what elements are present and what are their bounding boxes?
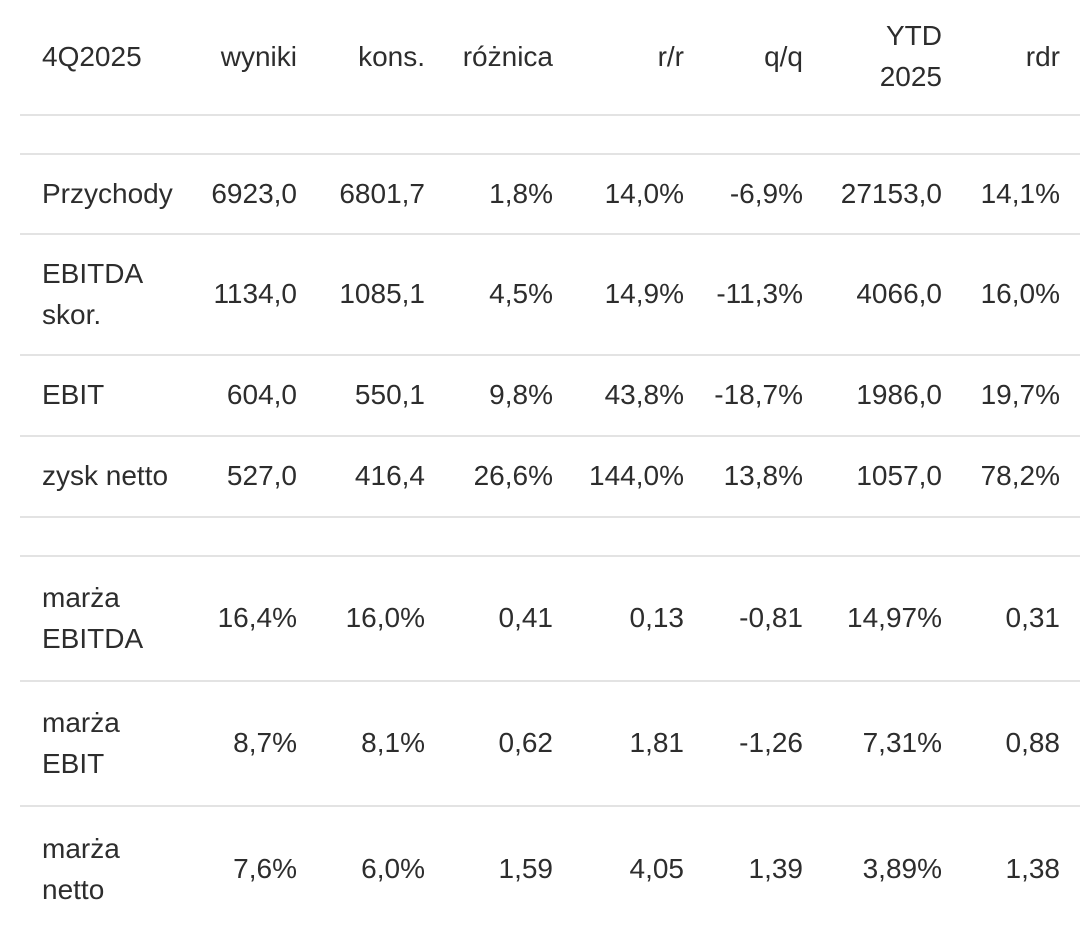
cell-kons: 6801,7: [339, 177, 425, 209]
spacer-cell: [20, 115, 1080, 154]
header-kons: kons.: [358, 40, 425, 72]
cell-wyniki: 16,4%: [217, 602, 297, 634]
cell-kons: 16,0%: [345, 602, 425, 634]
row-ebitda-skor: EBITDA skor. 1134,0 1085,1 4,5% 14,9% -1…: [20, 234, 1080, 355]
spacer-cell: [20, 517, 1080, 556]
cell-roznica: 1,8%: [489, 177, 553, 209]
cell-rr: 14,0%: [604, 177, 684, 209]
row-label: EBITDA skor.: [42, 257, 144, 330]
cell-wyniki: 1134,0: [213, 278, 297, 310]
cell-rdr: 14,1%: [980, 177, 1060, 209]
cell-ytd: 1986,0: [856, 379, 942, 411]
header-row: 4Q2025 wyniki kons. różnica r/r q/q YTD …: [20, 0, 1080, 115]
cell-rdr: 16,0%: [980, 278, 1060, 310]
row-marza-ebitda: marża EBITDA 16,4% 16,0% 0,41 0,13 -0,81…: [20, 556, 1080, 681]
row-label: marża EBIT: [42, 706, 120, 779]
cell-rdr: 19,7%: [980, 379, 1060, 411]
row-label: EBIT: [42, 379, 105, 411]
row-label: Przychody: [42, 177, 173, 209]
cell-kons: 8,1%: [361, 727, 425, 759]
header-4q2025: 4Q2025: [42, 40, 142, 72]
cell-wyniki: 527,0: [226, 460, 297, 492]
cell-kons: 6,0%: [361, 853, 425, 885]
cell-rdr: 0,88: [1005, 727, 1061, 759]
cell-rr: 1,81: [629, 727, 685, 759]
row-marza-netto: marża netto 7,6% 6,0% 1,59 4,05 1,39 3,8…: [20, 806, 1080, 932]
spacer-row: [20, 115, 1080, 154]
cell-ytd: 1057,0: [856, 460, 942, 492]
cell-roznica: 4,5%: [489, 278, 553, 310]
spacer-row: [20, 517, 1080, 556]
cell-wyniki: 8,7%: [233, 727, 297, 759]
row-marza-ebit: marża EBIT 8,7% 8,1% 0,62 1,81 -1,26 7,3…: [20, 681, 1080, 806]
cell-rr: 144,0%: [589, 460, 684, 492]
cell-ytd: 7,31%: [862, 727, 942, 759]
cell-kons: 1085,1: [339, 278, 425, 310]
cell-rr: 43,8%: [604, 379, 684, 411]
cell-kons: 550,1: [354, 379, 425, 411]
cell-ytd: 4066,0: [856, 278, 942, 310]
cell-ytd: 27153,0: [840, 177, 942, 209]
header-rdr: rdr: [1025, 40, 1060, 72]
cell-roznica: 0,62: [498, 727, 554, 759]
cell-qq: -6,9%: [729, 177, 803, 209]
cell-qq: 1,39: [748, 853, 804, 885]
cell-qq: -1,26: [739, 727, 803, 759]
row-ebit: EBIT 604,0 550,1 9,8% 43,8% -18,7% 1986,…: [20, 355, 1080, 436]
cell-qq: -0,81: [739, 602, 803, 634]
row-zysk-netto: zysk netto 527,0 416,4 26,6% 144,0% 13,8…: [20, 436, 1080, 517]
cell-qq: -11,3%: [716, 278, 803, 310]
row-przychody: Przychody 6923,0 6801,7 1,8% 14,0% -6,9%…: [20, 154, 1080, 234]
cell-roznica: 1,59: [498, 853, 554, 885]
cell-ytd: 3,89%: [862, 853, 942, 885]
row-label: marża netto: [42, 832, 120, 905]
cell-rr: 14,9%: [604, 278, 684, 310]
cell-rr: 4,05: [629, 853, 685, 885]
cell-roznica: 0,41: [498, 602, 554, 634]
cell-roznica: 9,8%: [489, 379, 553, 411]
cell-roznica: 26,6%: [473, 460, 553, 492]
cell-wyniki: 604,0: [226, 379, 297, 411]
cell-wyniki: 6923,0: [211, 177, 297, 209]
cell-kons: 416,4: [354, 460, 425, 492]
header-roznica: różnica: [462, 40, 553, 72]
header-rr: r/r: [657, 40, 684, 72]
cell-rdr: 78,2%: [980, 460, 1060, 492]
header-ytd-2025: YTD 2025: [879, 20, 942, 92]
cell-rdr: 1,38: [1005, 853, 1061, 885]
header-qq: q/q: [764, 40, 803, 72]
cell-qq: -18,7%: [714, 379, 803, 411]
row-label: marża EBITDA: [42, 581, 144, 654]
results-table: 4Q2025 wyniki kons. różnica r/r q/q YTD …: [20, 0, 1080, 932]
cell-wyniki: 7,6%: [233, 853, 297, 885]
header-wyniki: wyniki: [220, 40, 297, 72]
cell-qq: 13,8%: [723, 460, 803, 492]
cell-rdr: 0,31: [1005, 602, 1061, 634]
row-label: zysk netto: [42, 460, 169, 492]
cell-ytd: 14,97%: [847, 602, 942, 634]
cell-rr: 0,13: [629, 602, 685, 634]
